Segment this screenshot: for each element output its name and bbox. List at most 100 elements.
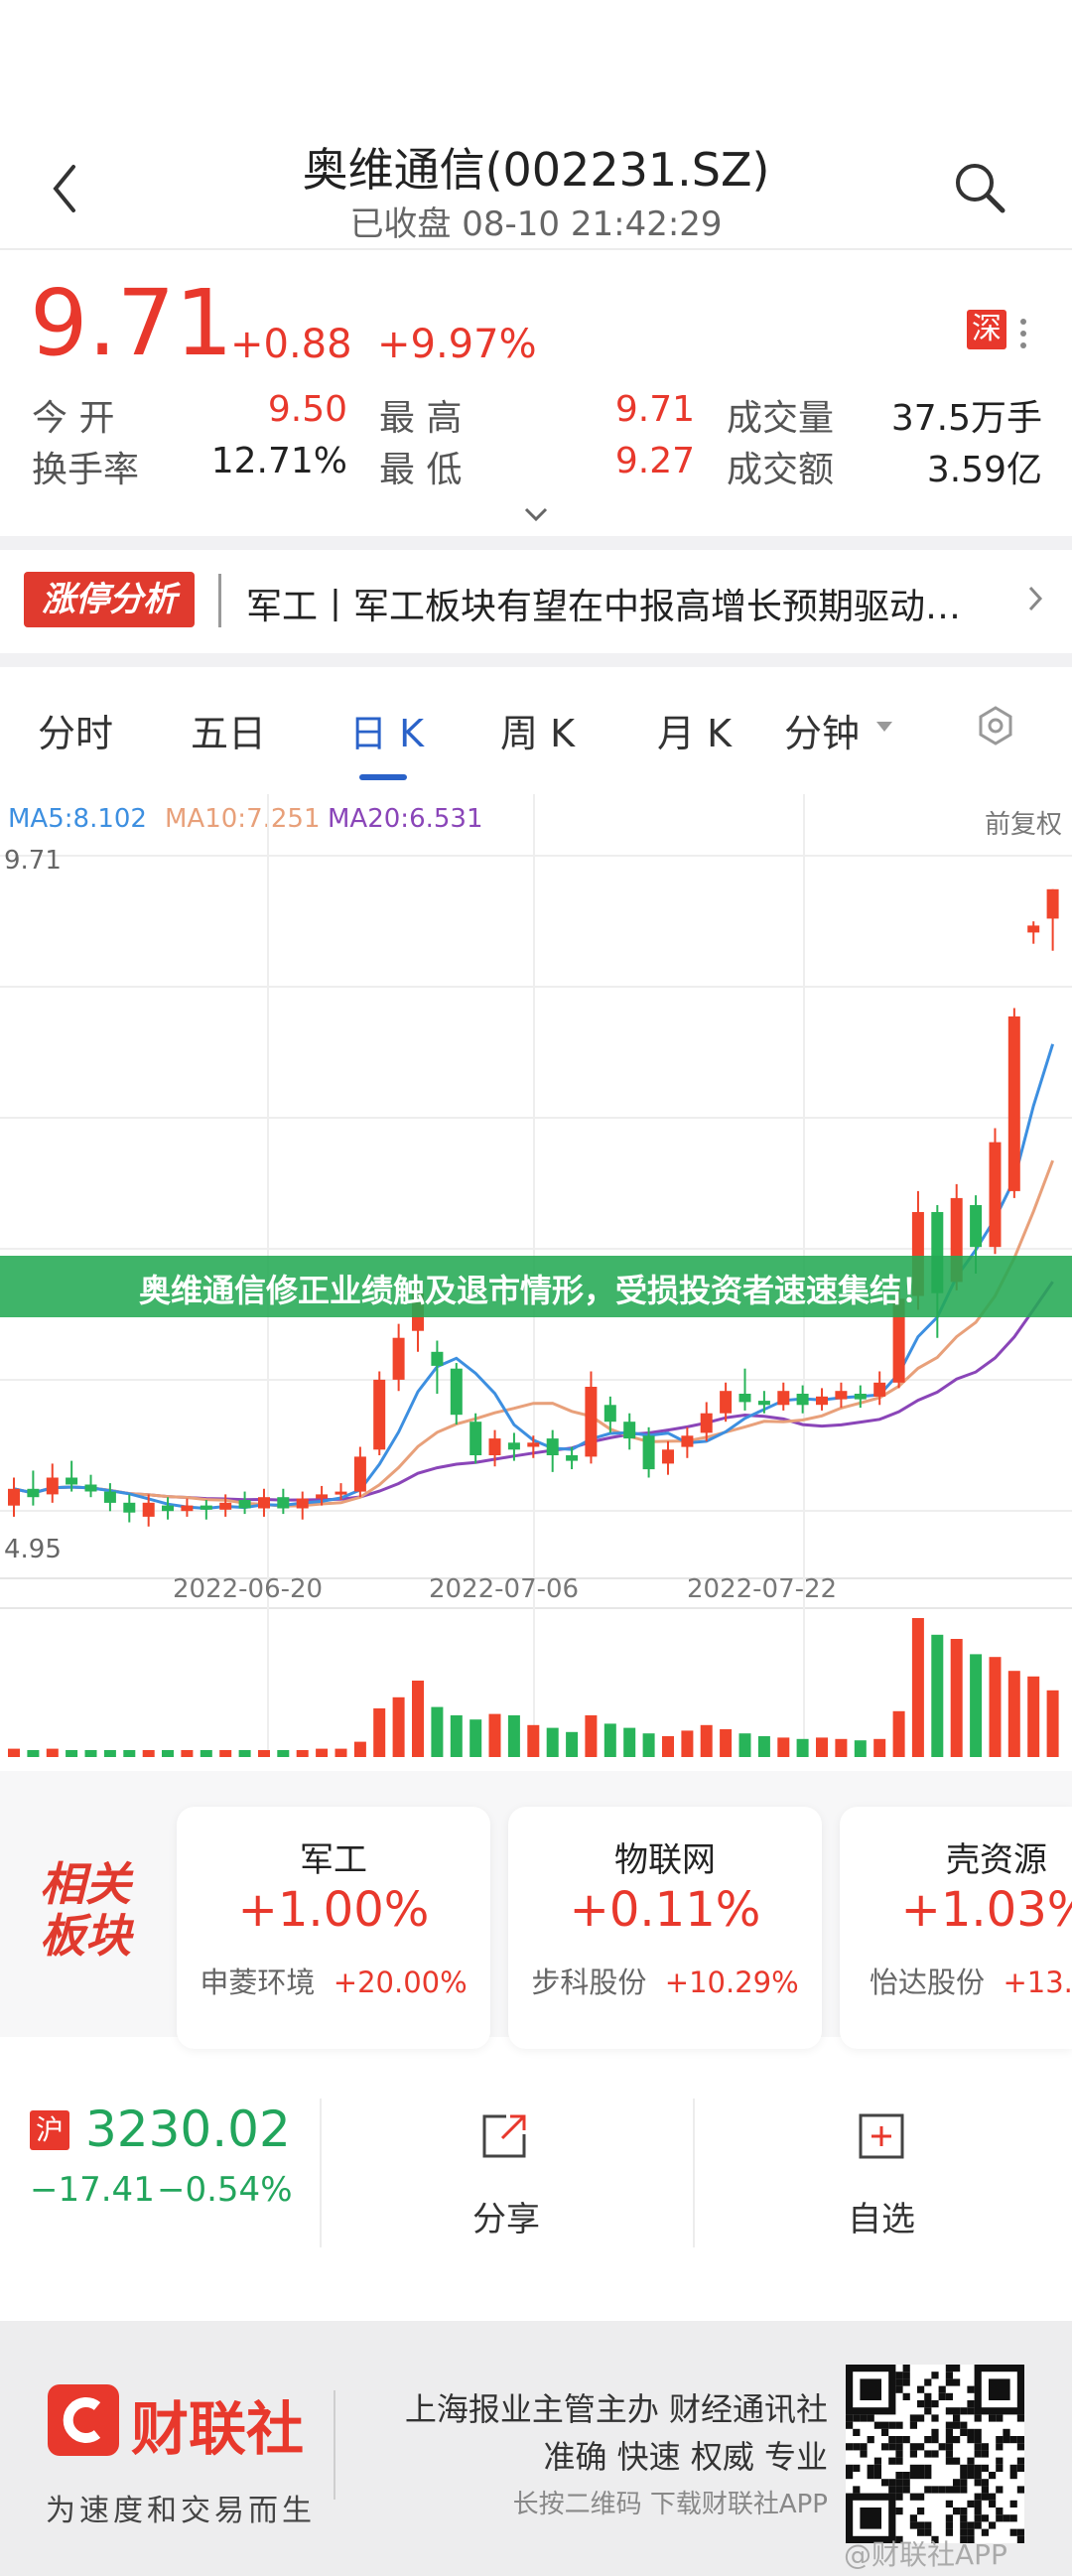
turnover-rate-label: 换手率	[32, 450, 140, 490]
qr-module	[895, 2385, 903, 2393]
tab-minute[interactable]: 分钟	[784, 712, 861, 755]
turnover-rate-value: 12.71%	[210, 441, 347, 481]
tab-intraday[interactable]: 分时	[38, 712, 114, 755]
qr-module	[967, 2464, 975, 2472]
tab-monthly-k[interactable]: 月 K	[657, 712, 732, 755]
candle-body	[623, 1422, 636, 1439]
search-button[interactable]	[951, 159, 1008, 216]
section-divider	[0, 536, 1072, 550]
qr-module	[931, 2372, 939, 2379]
volume-bar	[219, 1750, 232, 1757]
settings-icon	[979, 706, 1012, 746]
qr-module	[989, 2521, 997, 2529]
news-row[interactable]: 涨停分析 军工丨军工板块有望在中报高增长预期驱动…	[0, 550, 1072, 653]
volume-bar	[27, 1750, 40, 1757]
qr-module	[996, 2486, 1004, 2494]
qr-module	[846, 2472, 854, 2480]
adjust-mode-label[interactable]: 前复权	[985, 810, 1063, 840]
qr-module	[1009, 2514, 1017, 2522]
volume-bar	[931, 1634, 944, 1757]
sector-card[interactable]: 物联网 +0.11% 步科股份 +10.29%	[508, 1807, 822, 2049]
volume-bar	[8, 1748, 20, 1757]
qr-module	[945, 2407, 953, 2415]
add-watchlist-button[interactable]: 自选	[792, 2108, 971, 2257]
candle-body	[681, 1435, 694, 1447]
qr-module	[867, 2464, 874, 2472]
volume-bar	[469, 1719, 482, 1757]
qr-module	[996, 2464, 1004, 2472]
qr-module	[996, 2514, 1004, 2522]
qr-module	[974, 2443, 982, 2451]
qr-module	[917, 2521, 925, 2529]
y-max-label: 9.71	[4, 846, 62, 876]
tab-weekly-k[interactable]: 周 K	[500, 712, 575, 755]
last-price: 9.71	[30, 270, 233, 376]
share-button[interactable]: 分享	[417, 2108, 596, 2257]
qr-module	[931, 2486, 939, 2494]
qr-module	[953, 2457, 961, 2465]
expand-button[interactable]	[520, 504, 552, 524]
news-text: 军工丨军工板块有望在中报高增长预期驱动…	[246, 587, 962, 627]
chevron-right-icon	[1026, 584, 1044, 617]
qr-module	[945, 2365, 953, 2373]
qr-module	[996, 2414, 1004, 2422]
qr-module	[960, 2521, 968, 2529]
candle-body	[662, 1449, 674, 1464]
sector-card[interactable]: 壳资源 +1.03% 怡达股份 +13.8	[840, 1807, 1072, 2049]
promo-banner[interactable]: 奥维通信修正业绩触及退市情形，受损投资者速速集结！	[0, 1256, 1072, 1317]
more-icon[interactable]	[1018, 314, 1028, 353]
qr-module	[989, 2500, 997, 2508]
open-value: 9.50	[267, 389, 347, 430]
candle-body	[200, 1505, 212, 1510]
amount-value: 3.59亿	[926, 450, 1042, 490]
qr-module	[909, 2521, 917, 2529]
qr-module	[924, 2378, 932, 2386]
qr-module	[1003, 2436, 1010, 2444]
candle-body	[757, 1401, 770, 1406]
chevron-left-icon	[53, 165, 75, 212]
sector-card[interactable]: 军工 +1.00% 申菱环境 +20.00%	[177, 1807, 490, 2049]
ma5-legend: MA5:8.102	[8, 804, 147, 834]
qr-module	[902, 2392, 910, 2400]
qr-module	[931, 2414, 939, 2422]
qr-module	[909, 2414, 917, 2422]
x-tick-label: 2022-07-22	[687, 1574, 838, 1604]
qr-module	[1009, 2528, 1017, 2536]
qr-module	[853, 2464, 861, 2472]
y-min-label: 4.95	[4, 1535, 62, 1564]
back-button[interactable]	[46, 159, 85, 218]
qr-module	[945, 2514, 953, 2522]
qr-module	[996, 2443, 1004, 2451]
qr-module	[945, 2443, 953, 2451]
qr-module	[867, 2436, 874, 2444]
qr-module	[902, 2378, 910, 2386]
candle-body	[970, 1205, 983, 1248]
footer-divider	[334, 2390, 335, 2500]
volume-bar	[950, 1639, 963, 1757]
qr-module	[945, 2372, 953, 2379]
qr-module	[853, 2486, 861, 2494]
qr-module	[881, 2479, 889, 2487]
qr-module	[909, 2514, 917, 2522]
volume-bar	[796, 1738, 809, 1757]
qr-module	[881, 2428, 889, 2436]
candle-body	[277, 1497, 290, 1509]
qr-module	[974, 2508, 982, 2515]
low-label: 最 低	[379, 450, 463, 490]
volume-bar	[450, 1715, 463, 1757]
candle-body	[738, 1394, 751, 1403]
qr-module	[924, 2472, 932, 2480]
chart-settings-button[interactable]	[975, 705, 1016, 750]
volume-bar	[296, 1750, 309, 1757]
candle-body	[642, 1435, 655, 1470]
amount-label: 成交额	[727, 450, 835, 490]
qr-module	[967, 2535, 975, 2543]
search-icon	[956, 164, 1005, 213]
qr-module	[895, 2493, 903, 2501]
qr-module	[888, 2421, 896, 2429]
volume-bar	[316, 1748, 329, 1757]
tab-daily-k[interactable]: 日 K	[349, 712, 424, 755]
tab-five-day[interactable]: 五日	[191, 712, 267, 755]
index-change-pct: −0.54%	[157, 2170, 293, 2210]
qr-module	[909, 2464, 917, 2472]
